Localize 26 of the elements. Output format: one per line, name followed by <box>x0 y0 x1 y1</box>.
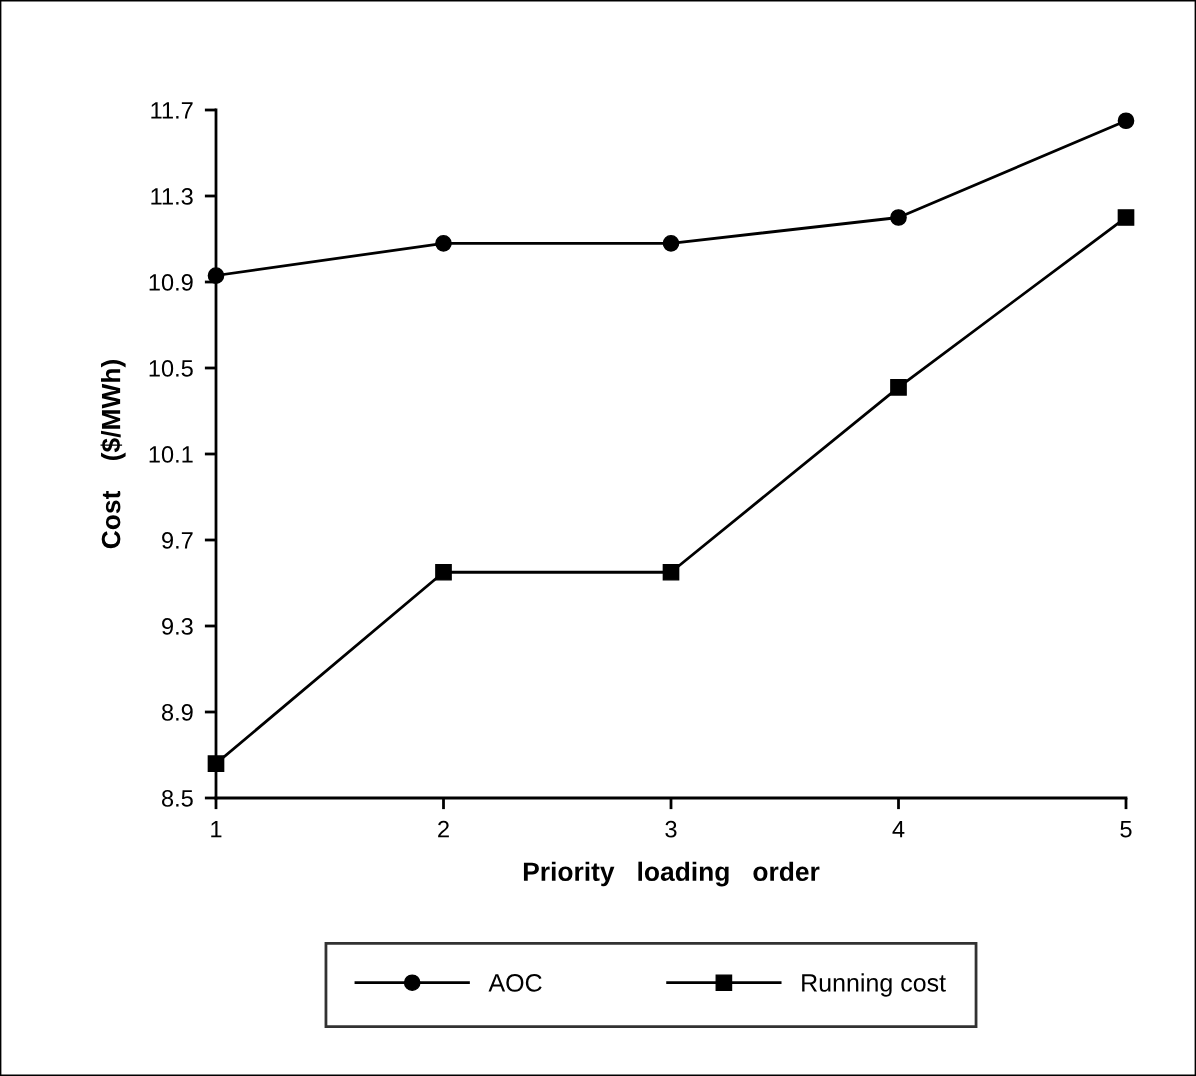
y-tick-label: 8.9 <box>161 704 193 721</box>
point <box>1117 209 1135 226</box>
x-tick-label: 4 <box>892 821 905 838</box>
y-tick-label: 10.5 <box>149 360 193 377</box>
y-tick-label: 11.7 <box>151 102 193 119</box>
x-tick-label: 5 <box>1120 821 1132 838</box>
x-tick-label: 3 <box>665 820 677 838</box>
point <box>435 563 452 581</box>
y-tick-label: 10.9 <box>149 274 193 291</box>
y-tick-label: 10.1 <box>149 446 193 463</box>
x-axis-title: Priority loading order <box>523 861 820 887</box>
x-tick-label: 1 <box>211 821 222 838</box>
point <box>890 379 907 396</box>
legend-label: Running cost <box>802 973 946 997</box>
point <box>435 234 452 252</box>
point <box>1117 112 1135 130</box>
point <box>890 209 907 226</box>
point <box>662 563 680 581</box>
y-tick-label: 9.3 <box>162 618 193 635</box>
y-axis-title: Cost ($/MWh) <box>100 360 126 549</box>
y-tick-label: 8.5 <box>161 790 193 807</box>
x-tick-label: 2 <box>438 820 449 838</box>
y-tick-label: 11.3 <box>151 188 193 205</box>
y-tick-label: 9.7 <box>162 532 193 549</box>
legend-label: AOC <box>488 974 542 992</box>
point <box>662 234 680 252</box>
